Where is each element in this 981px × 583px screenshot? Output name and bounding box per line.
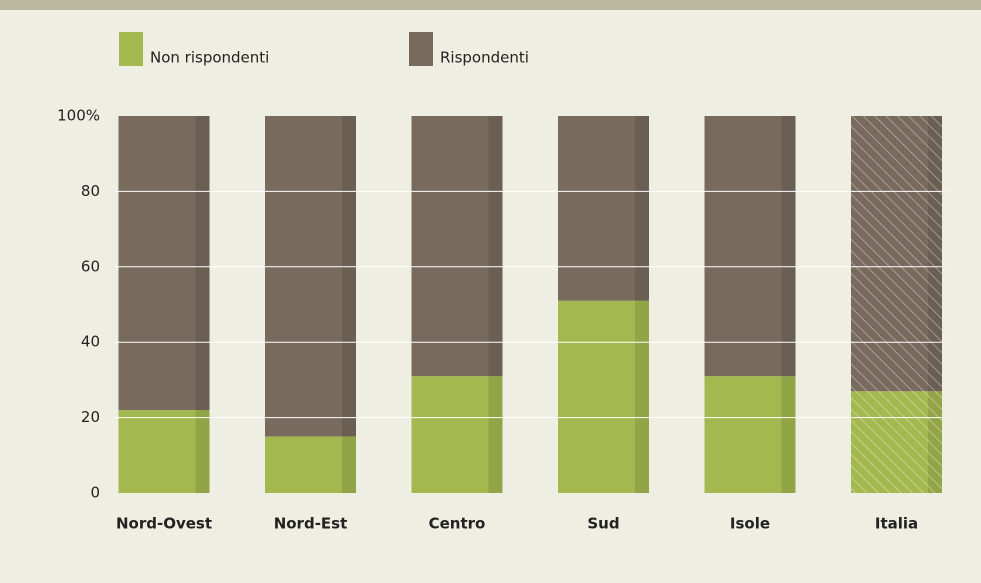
y-tick-label: 80	[81, 182, 100, 200]
y-tick-label: 20	[81, 408, 100, 426]
bar-segment	[704, 116, 796, 377]
bar-segment	[558, 300, 649, 493]
bar-shade	[635, 116, 649, 301]
bar-shade	[781, 376, 796, 493]
x-tick-label: Nord-Est	[274, 515, 348, 533]
bar-shade	[342, 436, 356, 493]
bar-shade	[781, 116, 796, 377]
bar-segment	[118, 410, 210, 493]
y-tick-label: 60	[81, 257, 100, 275]
bar-shade	[488, 116, 503, 377]
bar-segment	[558, 116, 649, 301]
bar-shade	[342, 116, 356, 437]
bar-shade	[195, 116, 210, 411]
bar-segment	[265, 436, 356, 493]
legend-swatch	[119, 32, 143, 66]
bar-segment	[704, 376, 796, 493]
bar-shade	[195, 410, 210, 493]
bar-hatch	[851, 391, 942, 493]
bar-segment	[118, 116, 210, 411]
y-tick-label: 100%	[57, 107, 100, 125]
legend-label: Rispondenti	[440, 49, 529, 67]
bar-hatch	[851, 116, 942, 392]
x-tick-label: Sud	[587, 515, 619, 533]
bar-segment	[411, 376, 503, 493]
x-tick-label: Isole	[730, 515, 770, 533]
bar-shade	[635, 300, 649, 493]
x-tick-label: Nord-Ovest	[116, 515, 212, 533]
bar-shade	[488, 376, 503, 493]
y-tick-label: 40	[81, 333, 100, 351]
legend-swatch	[409, 32, 433, 66]
bar-segment	[265, 116, 356, 437]
legend-label: Non rispondenti	[150, 49, 269, 67]
bar-segment	[411, 116, 503, 377]
x-tick-label: Centro	[429, 515, 486, 533]
top-band	[0, 0, 981, 10]
x-tick-label: Italia	[875, 515, 918, 533]
y-tick-label: 0	[90, 484, 100, 502]
